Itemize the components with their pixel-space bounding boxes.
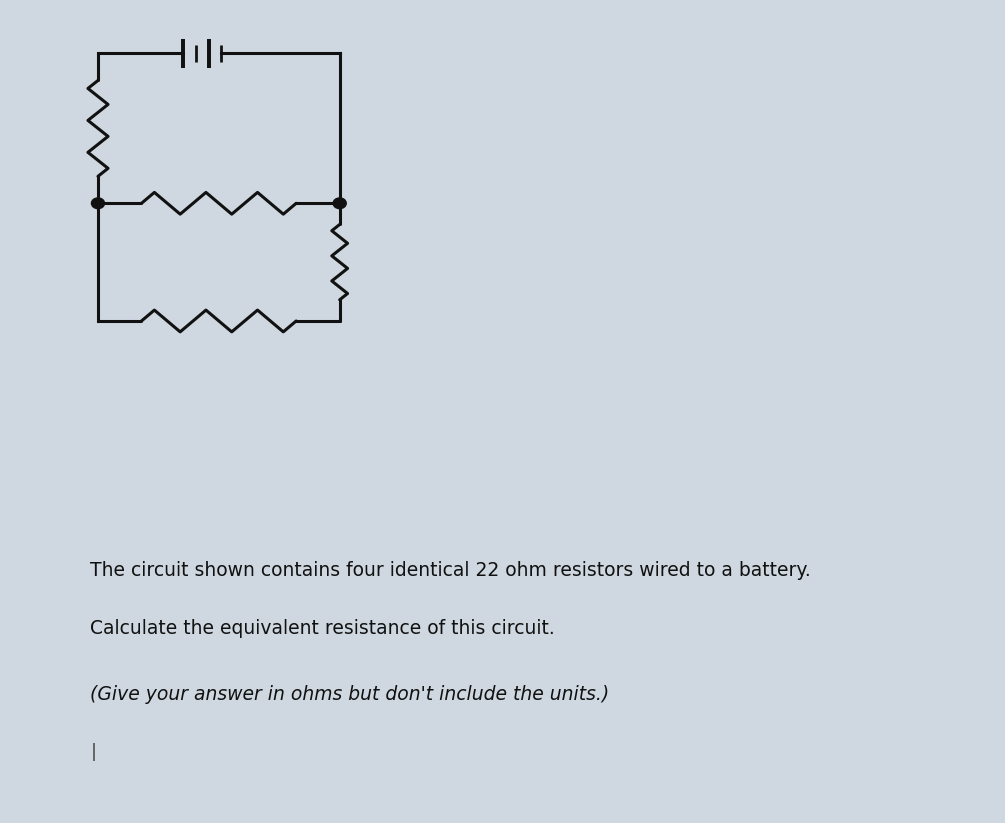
Text: (Give your answer in ohms but don't include the units.): (Give your answer in ohms but don't incl… <box>90 685 610 704</box>
Text: The circuit shown contains four identical 22 ohm resistors wired to a battery.: The circuit shown contains four identica… <box>90 561 811 580</box>
Circle shape <box>91 198 105 209</box>
Circle shape <box>334 198 347 209</box>
Text: Calculate the equivalent resistance of this circuit.: Calculate the equivalent resistance of t… <box>90 619 555 638</box>
Text: |: | <box>90 743 96 761</box>
